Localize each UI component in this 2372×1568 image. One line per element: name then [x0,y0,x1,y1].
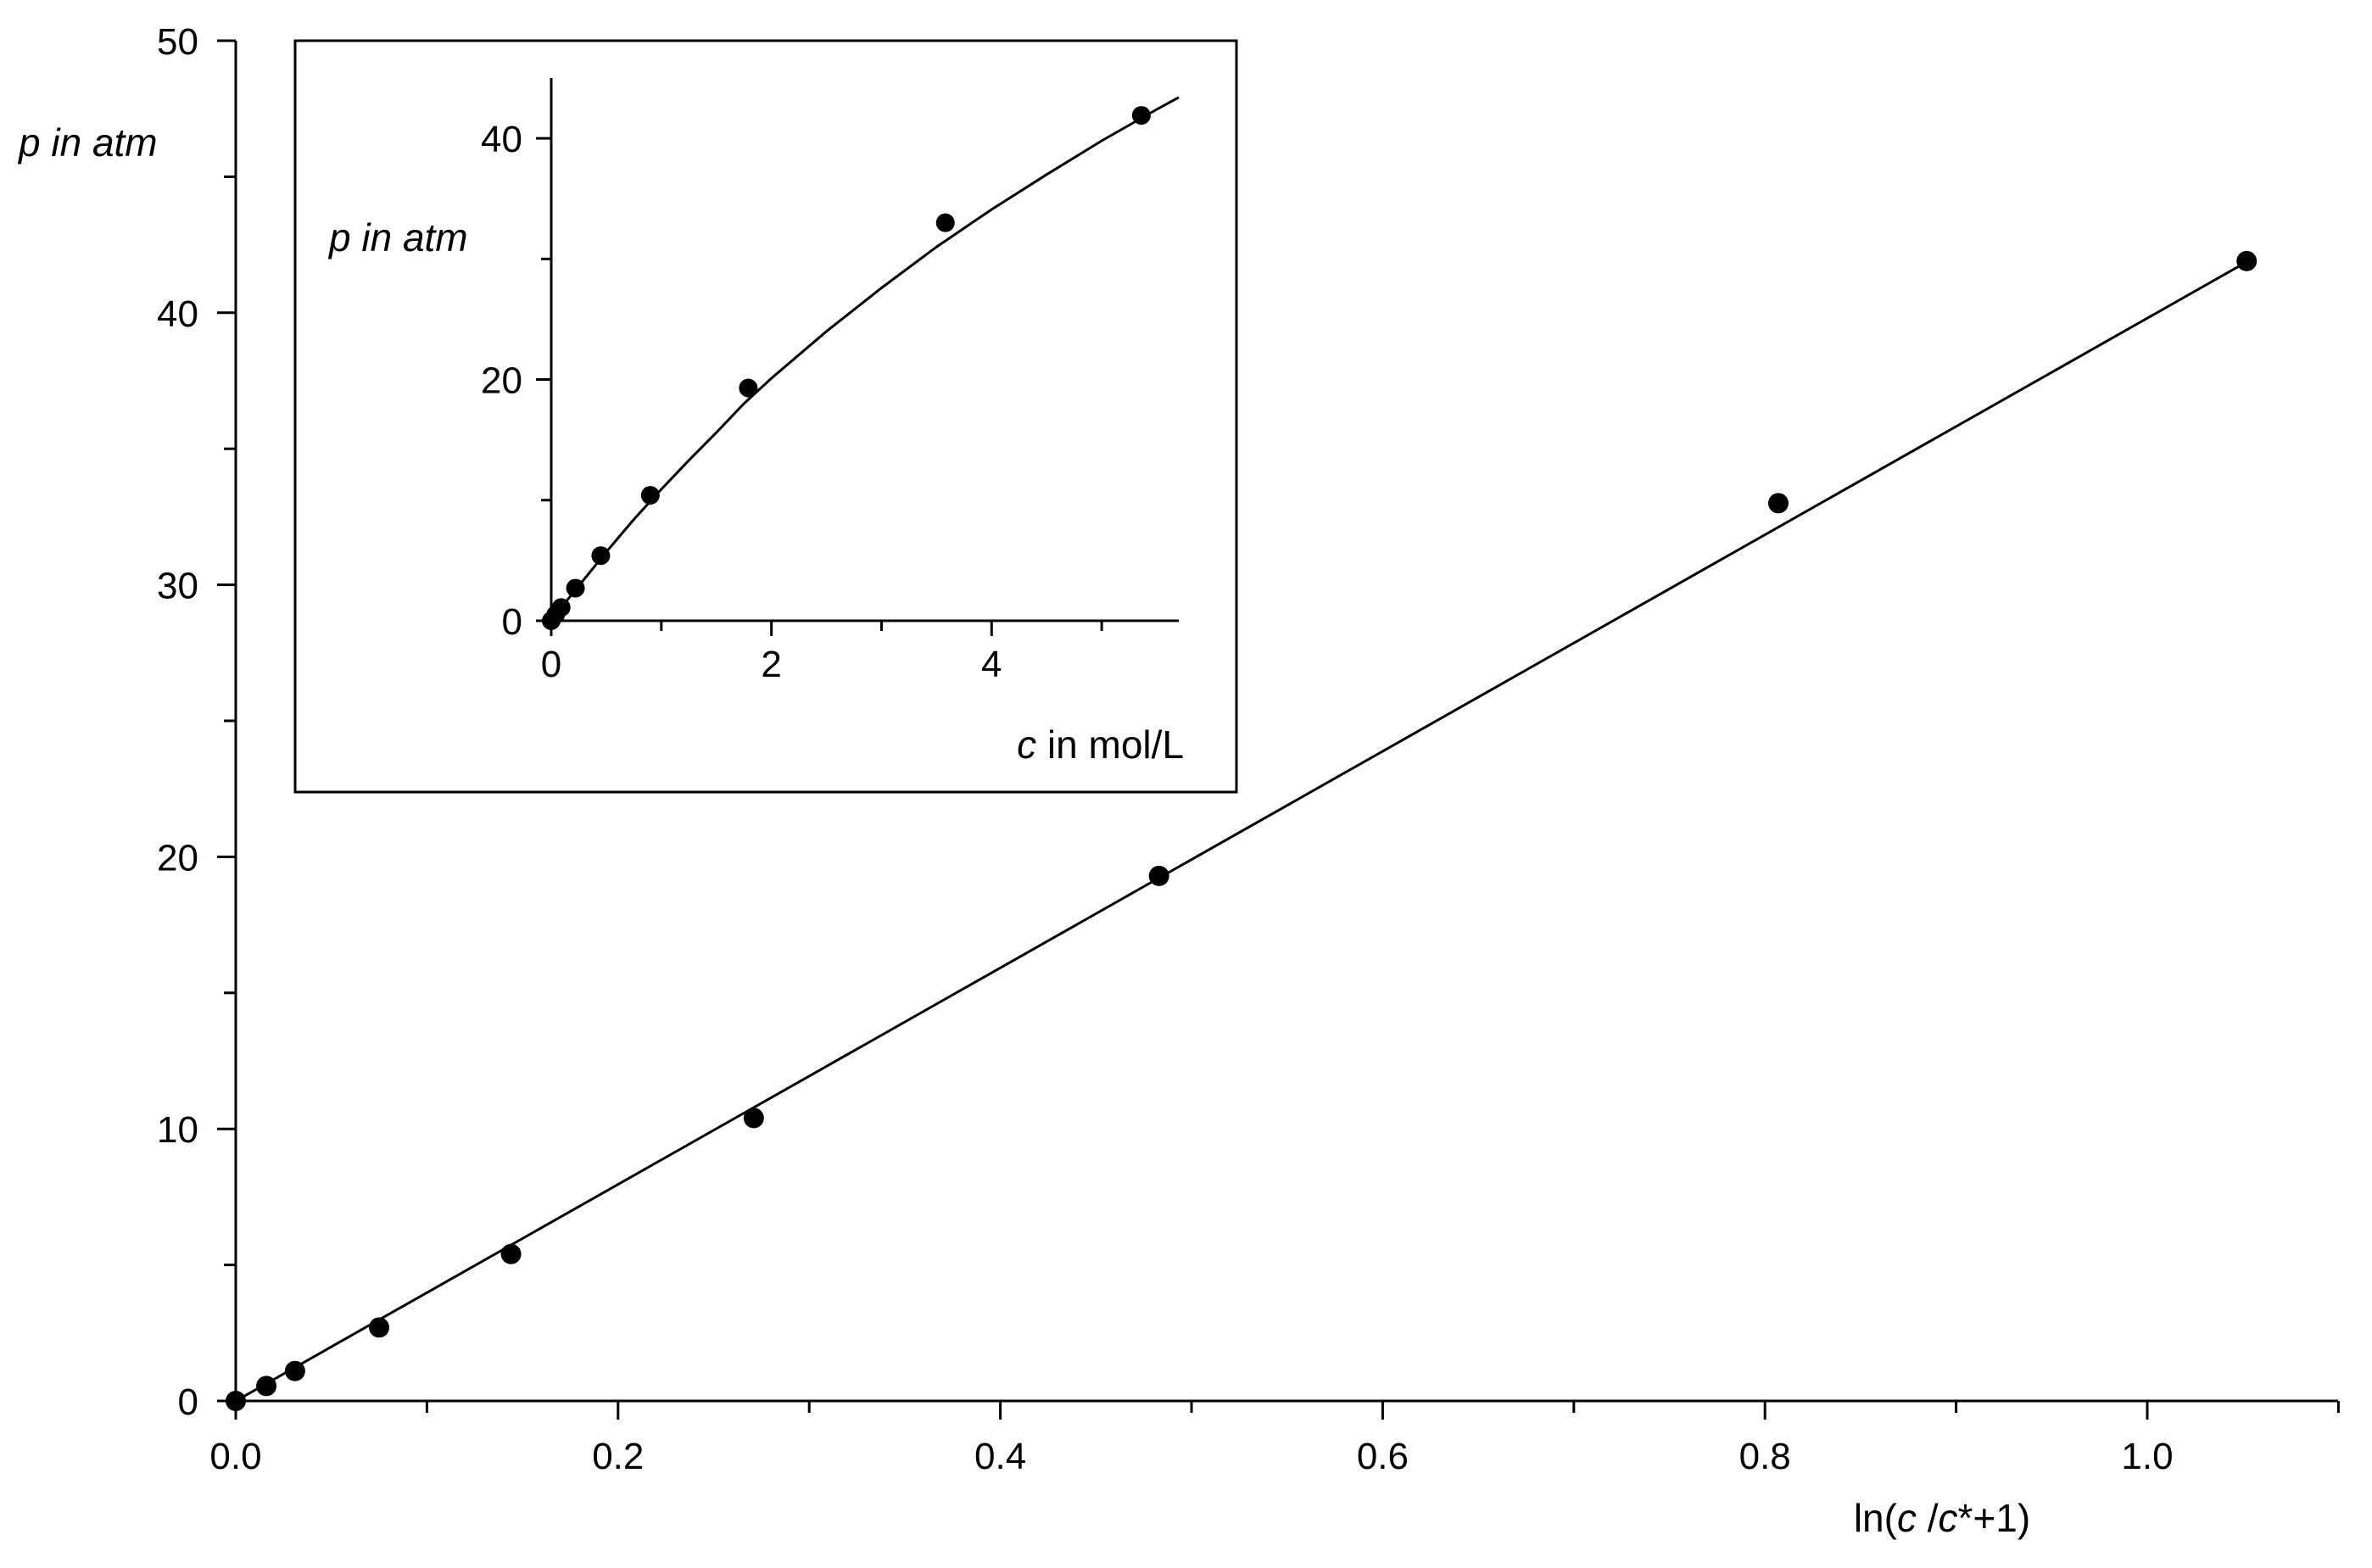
y-axis-title: p in atm [17,120,158,165]
fit-line [235,260,2247,1403]
data-point [226,1391,246,1411]
x-tick-label: 0.4 [974,1436,1026,1477]
data-point [369,1317,390,1338]
y-tick-label: 0 [178,1381,198,1423]
y-tick-label: 40 [157,293,198,335]
inset-data-point [551,598,571,617]
inset-y-tick-label: 20 [481,360,522,402]
data-point [743,1108,764,1129]
x-tick-label: 0.2 [592,1436,644,1477]
data-point [1148,865,1169,886]
x-tick-label: 0.0 [209,1436,261,1477]
data-point [1767,493,1789,514]
data-point [2236,250,2258,271]
y-tick-label: 20 [157,837,198,879]
x-axis-title-part: ln( [1854,1496,1898,1540]
y-tick-label: 30 [157,566,198,607]
inset-data-point [591,546,611,566]
x-axis-title: ln(c /c*+1) [1854,1496,2030,1540]
data-point [284,1360,305,1381]
inset-data-point [1131,106,1151,126]
inset-y-tick-label: 40 [481,119,522,160]
x-axis-title-part: *+1) [1958,1496,2031,1540]
x-tick-label: 1.0 [2121,1436,2173,1477]
inset-x-tick-label: 4 [981,644,1002,685]
inset-data-point [566,578,585,598]
x-axis-title-part: / [1917,1496,1939,1540]
x-axis-title-part: c [1939,1496,1958,1540]
inset-x-tick-label: 0 [541,644,561,685]
inset-data-point [640,486,660,505]
inset-y-axis-title: p in atm [327,215,468,259]
inset-x-tick-label: 2 [761,644,781,685]
inset-y-tick-label: 0 [502,601,522,643]
inset-frame [293,39,1238,794]
inset-data-point [739,378,758,398]
inset-x-axis-title-part: c [1017,723,1036,767]
inset-data-point [935,213,955,232]
y-tick-label: 50 [157,21,198,63]
data-point [500,1243,522,1264]
inset-x-axis-title: c in mol/L [1017,723,1184,767]
data-point [256,1375,277,1397]
x-axis-title-part: c [1897,1496,1917,1540]
x-tick-label: 0.8 [1739,1436,1791,1477]
inset-chart: 0 20 40 0 2 4 p in atm [293,39,1238,794]
x-tick-label: 0.6 [1357,1436,1409,1477]
inset-x-axis-title-part: in mol/L [1036,723,1184,767]
y-tick-label: 10 [157,1109,198,1151]
